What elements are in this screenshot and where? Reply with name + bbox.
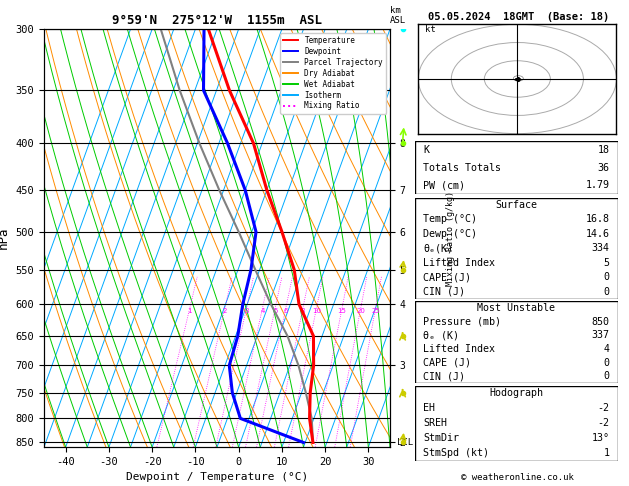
Text: 25: 25 [371, 308, 380, 313]
Text: Pressure (mb): Pressure (mb) [423, 317, 501, 327]
Text: StmDir: StmDir [423, 434, 459, 443]
Text: Surface: Surface [496, 200, 537, 210]
Text: 1: 1 [187, 308, 192, 313]
Text: 14.6: 14.6 [586, 229, 610, 239]
Text: 0: 0 [604, 358, 610, 367]
Text: 20: 20 [357, 308, 365, 313]
Text: Hodograph: Hodograph [489, 388, 543, 399]
Text: CAPE (J): CAPE (J) [423, 272, 471, 282]
Title: 9°59'N  275°12'W  1155m  ASL: 9°59'N 275°12'W 1155m ASL [112, 14, 322, 27]
Text: Dewp (°C): Dewp (°C) [423, 229, 477, 239]
Legend: Temperature, Dewpoint, Parcel Trajectory, Dry Adiabat, Wet Adiabat, Isotherm, Mi: Temperature, Dewpoint, Parcel Trajectory… [280, 33, 386, 114]
Text: 2: 2 [223, 308, 227, 313]
Text: Mixing Ratio (g/kg): Mixing Ratio (g/kg) [445, 191, 455, 286]
Text: SREH: SREH [423, 418, 447, 428]
Text: 6: 6 [284, 308, 288, 313]
Text: CIN (J): CIN (J) [423, 287, 465, 296]
Y-axis label: hPa: hPa [0, 227, 10, 249]
Text: 337: 337 [592, 330, 610, 340]
Text: CIN (J): CIN (J) [423, 371, 465, 381]
Text: Most Unstable: Most Unstable [477, 303, 555, 313]
Text: 850: 850 [592, 317, 610, 327]
Text: 334: 334 [592, 243, 610, 253]
Text: kt: kt [425, 25, 436, 34]
Text: -2: -2 [598, 418, 610, 428]
X-axis label: Dewpoint / Temperature (°C): Dewpoint / Temperature (°C) [126, 472, 308, 483]
Text: km
ASL: km ASL [390, 5, 406, 25]
Text: Lifted Index: Lifted Index [423, 258, 495, 268]
Text: 1.79: 1.79 [586, 180, 610, 191]
Text: -2: -2 [598, 403, 610, 413]
Text: 8: 8 [301, 308, 305, 313]
Text: LCL: LCL [397, 438, 413, 447]
Text: 13°: 13° [592, 434, 610, 443]
Text: 3: 3 [245, 308, 249, 313]
Text: 16.8: 16.8 [586, 214, 610, 225]
Text: 0: 0 [604, 287, 610, 296]
Text: 5: 5 [273, 308, 277, 313]
Text: StmSpd (kt): StmSpd (kt) [423, 448, 489, 458]
Text: Lifted Index: Lifted Index [423, 344, 495, 354]
Text: 1: 1 [604, 448, 610, 458]
Text: © weatheronline.co.uk: © weatheronline.co.uk [460, 473, 574, 482]
Text: 10: 10 [312, 308, 321, 313]
Text: Totals Totals: Totals Totals [423, 163, 501, 173]
Text: θₑ(K): θₑ(K) [423, 243, 454, 253]
Text: 4: 4 [260, 308, 265, 313]
Text: CAPE (J): CAPE (J) [423, 358, 471, 367]
Text: 05.05.2024  18GMT  (Base: 18): 05.05.2024 18GMT (Base: 18) [428, 12, 610, 22]
Text: 5: 5 [604, 258, 610, 268]
Text: 15: 15 [338, 308, 347, 313]
Text: θₑ (K): θₑ (K) [423, 330, 459, 340]
Text: 0: 0 [604, 272, 610, 282]
Text: 36: 36 [598, 163, 610, 173]
Text: Temp (°C): Temp (°C) [423, 214, 477, 225]
Text: PW (cm): PW (cm) [423, 180, 465, 191]
Text: 18: 18 [598, 145, 610, 155]
Text: K: K [423, 145, 429, 155]
Text: 0: 0 [604, 371, 610, 381]
Text: EH: EH [423, 403, 435, 413]
Text: 4: 4 [604, 344, 610, 354]
